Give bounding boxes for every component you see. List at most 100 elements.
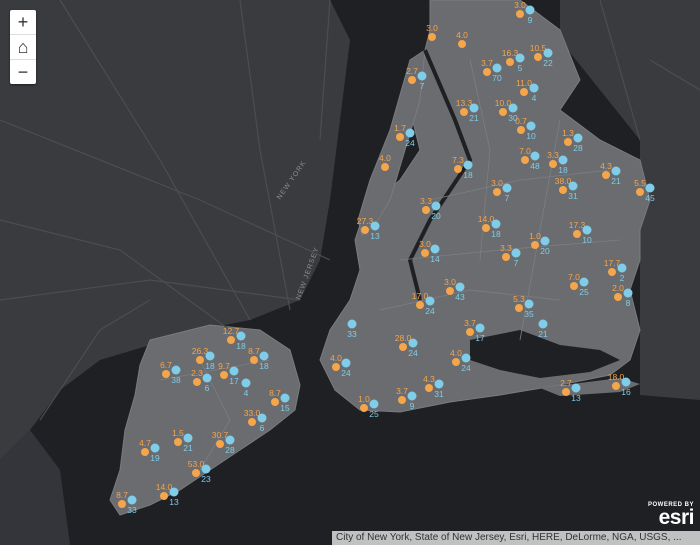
orange-marker[interactable] [141, 448, 149, 456]
blue-marker[interactable] [461, 353, 471, 363]
blue-marker[interactable] [525, 5, 535, 15]
orange-marker[interactable] [381, 163, 389, 171]
blue-marker[interactable] [171, 365, 181, 375]
blue-marker[interactable] [183, 433, 193, 443]
blue-marker[interactable] [621, 377, 631, 387]
orange-marker[interactable] [250, 356, 258, 364]
blue-marker[interactable] [430, 244, 440, 254]
orange-marker[interactable] [425, 384, 433, 392]
blue-marker[interactable] [530, 151, 540, 161]
blue-marker[interactable] [526, 121, 536, 131]
blue-marker[interactable] [425, 296, 435, 306]
orange-marker[interactable] [227, 336, 235, 344]
orange-marker[interactable] [396, 133, 404, 141]
orange-marker[interactable] [428, 33, 436, 41]
orange-marker[interactable] [118, 500, 126, 508]
blue-marker[interactable] [502, 183, 512, 193]
orange-marker[interactable] [570, 282, 578, 290]
blue-marker[interactable] [347, 319, 357, 329]
blue-marker[interactable] [540, 236, 550, 246]
orange-marker[interactable] [502, 253, 510, 261]
orange-marker[interactable] [452, 358, 460, 366]
orange-marker[interactable] [408, 76, 416, 84]
blue-marker[interactable] [543, 48, 553, 58]
orange-marker[interactable] [531, 241, 539, 249]
orange-marker[interactable] [422, 206, 430, 214]
blue-marker[interactable] [407, 391, 417, 401]
orange-marker[interactable] [454, 165, 462, 173]
orange-marker[interactable] [196, 356, 204, 364]
orange-marker[interactable] [248, 418, 256, 426]
orange-marker[interactable] [559, 186, 567, 194]
blue-marker[interactable] [645, 183, 655, 193]
blue-marker[interactable] [611, 166, 621, 176]
orange-marker[interactable] [174, 438, 182, 446]
blue-marker[interactable] [169, 487, 179, 497]
blue-marker[interactable] [202, 373, 212, 383]
orange-marker[interactable] [220, 371, 228, 379]
orange-marker[interactable] [517, 126, 525, 134]
orange-marker[interactable] [549, 160, 557, 168]
orange-marker[interactable] [421, 249, 429, 257]
blue-marker[interactable] [434, 379, 444, 389]
orange-marker[interactable] [399, 343, 407, 351]
zoom-in-button[interactable]: + [10, 10, 36, 35]
orange-marker[interactable] [602, 171, 610, 179]
orange-marker[interactable] [564, 138, 572, 146]
blue-marker[interactable] [225, 435, 235, 445]
orange-marker[interactable] [614, 293, 622, 301]
blue-marker[interactable] [582, 225, 592, 235]
orange-marker[interactable] [506, 58, 514, 66]
orange-marker[interactable] [482, 224, 490, 232]
orange-marker[interactable] [516, 10, 524, 18]
blue-marker[interactable] [229, 366, 239, 376]
orange-marker[interactable] [460, 108, 468, 116]
orange-marker[interactable] [360, 404, 368, 412]
orange-marker[interactable] [562, 388, 570, 396]
zoom-out-button[interactable]: − [17, 62, 29, 82]
blue-marker[interactable] [579, 277, 589, 287]
blue-marker[interactable] [455, 282, 465, 292]
orange-marker[interactable] [193, 378, 201, 386]
blue-marker[interactable] [475, 323, 485, 333]
orange-marker[interactable] [534, 53, 542, 61]
blue-marker[interactable] [463, 160, 473, 170]
blue-marker[interactable] [369, 399, 379, 409]
orange-marker[interactable] [520, 88, 528, 96]
blue-marker[interactable] [417, 71, 427, 81]
blue-marker[interactable] [257, 413, 267, 423]
blue-marker[interactable] [492, 63, 502, 73]
orange-marker[interactable] [636, 188, 644, 196]
blue-marker[interactable] [205, 351, 215, 361]
orange-marker[interactable] [493, 188, 501, 196]
blue-marker[interactable] [431, 201, 441, 211]
blue-marker[interactable] [370, 221, 380, 231]
blue-marker[interactable] [573, 133, 583, 143]
blue-marker[interactable] [568, 181, 578, 191]
blue-marker[interactable] [469, 103, 479, 113]
blue-marker[interactable] [405, 128, 415, 138]
orange-marker[interactable] [612, 382, 620, 390]
orange-marker[interactable] [361, 226, 369, 234]
orange-marker[interactable] [332, 363, 340, 371]
blue-marker[interactable] [259, 351, 269, 361]
orange-marker[interactable] [515, 304, 523, 312]
blue-marker[interactable] [127, 495, 137, 505]
orange-marker[interactable] [573, 230, 581, 238]
blue-marker[interactable] [524, 299, 534, 309]
blue-marker[interactable] [529, 83, 539, 93]
orange-marker[interactable] [483, 68, 491, 76]
blue-marker[interactable] [623, 288, 633, 298]
blue-marker[interactable] [515, 53, 525, 63]
blue-marker[interactable] [538, 319, 548, 329]
blue-marker[interactable] [408, 338, 418, 348]
orange-marker[interactable] [466, 328, 474, 336]
orange-marker[interactable] [521, 156, 529, 164]
blue-marker[interactable] [150, 443, 160, 453]
blue-marker[interactable] [241, 378, 251, 388]
orange-marker[interactable] [416, 301, 424, 309]
orange-marker[interactable] [446, 287, 454, 295]
blue-marker[interactable] [341, 358, 351, 368]
orange-marker[interactable] [499, 108, 507, 116]
